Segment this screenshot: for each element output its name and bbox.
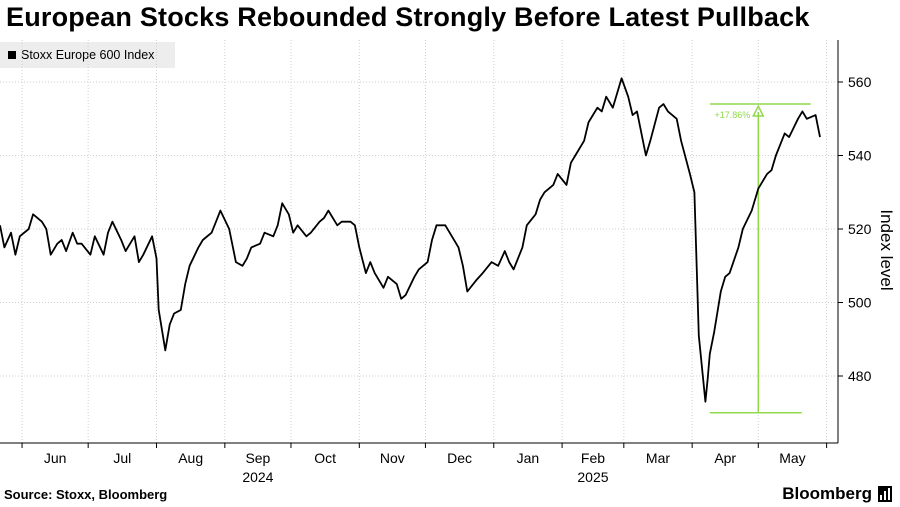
x-axis: Jun Jul Aug Sep 2024 Oct Nov Dec Jan Feb 2025 Mar Ap… [0,442,838,485]
x-year-label: 2024 [242,469,273,485]
y-tick-label: 540 [848,148,872,164]
gridlines [0,40,838,443]
series [0,77,821,403]
y-tick-label: 500 [848,295,872,311]
x-tick-label: Oct [314,450,336,466]
x-tick-label: Aug [178,450,203,466]
y-tick-label: 560 [848,74,872,90]
brand: Bloomberg [782,484,892,504]
x-tick-label: May [779,450,805,466]
x-tick-label: Jun [44,450,67,466]
x-tick-label: Jul [113,450,131,466]
y-axis-label: Index level [877,209,896,290]
x-tick-label: Jan [517,450,540,466]
annotation-label: +17.86% [714,110,750,120]
x-tick-label: Apr [714,450,736,466]
x-tick-label: Sep [245,450,270,466]
annotation: +17.86% [709,103,811,414]
chart-title: European Stocks Rebounded Strongly Befor… [6,2,810,32]
y-tick-label: 520 [848,221,872,237]
y-axis: 480 500 520 540 560 Index level [837,40,896,443]
x-year-label: 2025 [577,469,608,485]
annotation-arrow-head [752,104,765,117]
bar-chart-icon [878,486,892,502]
brand-name: Bloomberg [782,484,872,503]
series-line [0,77,821,403]
x-tick-label: Mar [646,450,670,466]
x-tick-label: Feb [581,450,605,466]
legend-swatch [8,51,16,59]
x-tick-label: Nov [380,450,405,466]
y-tick-label: 480 [848,368,872,384]
source-note: Source: Stoxx, Bloomberg [4,487,168,502]
x-tick-label: Dec [447,450,472,466]
